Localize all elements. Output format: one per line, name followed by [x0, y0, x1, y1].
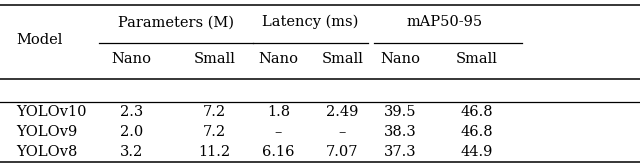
Text: 6.16: 6.16	[262, 145, 294, 159]
Text: 37.3: 37.3	[384, 145, 416, 159]
Text: YOLOv8: YOLOv8	[16, 145, 77, 159]
Text: 44.9: 44.9	[461, 145, 493, 159]
Text: 38.3: 38.3	[383, 125, 417, 139]
Text: YOLOv9: YOLOv9	[16, 125, 77, 139]
Text: 2.3: 2.3	[120, 105, 143, 119]
Text: Model: Model	[16, 33, 62, 47]
Text: Small: Small	[193, 52, 236, 66]
Text: 46.8: 46.8	[461, 125, 493, 139]
Text: –: –	[339, 125, 346, 139]
Text: 1.8: 1.8	[267, 105, 290, 119]
Text: 7.2: 7.2	[203, 125, 226, 139]
Text: Small: Small	[456, 52, 498, 66]
Text: 39.5: 39.5	[384, 105, 416, 119]
Text: Small: Small	[321, 52, 364, 66]
Text: mAP50-95: mAP50-95	[407, 15, 483, 29]
Text: Nano: Nano	[380, 52, 420, 66]
Text: Latency (ms): Latency (ms)	[262, 15, 358, 30]
Text: 7.2: 7.2	[203, 105, 226, 119]
Text: Nano: Nano	[111, 52, 151, 66]
Text: Nano: Nano	[259, 52, 298, 66]
Text: 7.07: 7.07	[326, 145, 358, 159]
Text: Parameters (M): Parameters (M)	[118, 15, 234, 29]
Text: YOLOv10: YOLOv10	[16, 105, 86, 119]
Text: 2.0: 2.0	[120, 125, 143, 139]
Text: 46.8: 46.8	[461, 105, 493, 119]
Text: –: –	[275, 125, 282, 139]
Text: 2.49: 2.49	[326, 105, 358, 119]
Text: 11.2: 11.2	[198, 145, 230, 159]
Text: 3.2: 3.2	[120, 145, 143, 159]
